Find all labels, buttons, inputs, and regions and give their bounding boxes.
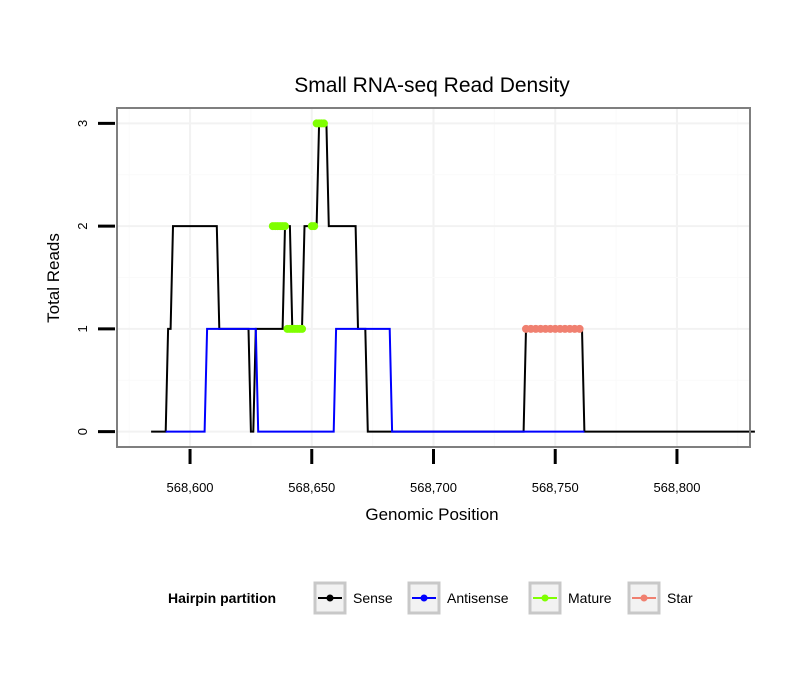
data-point-mature — [280, 222, 289, 231]
legend-key-point-antisense — [420, 594, 428, 602]
legend-label-mature: Mature — [568, 590, 612, 606]
x-tick-label: 568,750 — [532, 480, 579, 495]
legend-key-point-sense — [326, 594, 334, 602]
series-layer — [151, 119, 755, 433]
y-tick-label: 3 — [75, 120, 90, 127]
legend-label-sense: Sense — [353, 590, 393, 606]
legend-key-point-mature — [541, 594, 549, 602]
y-axis: 0 1 2 3 — [75, 120, 115, 435]
y-tick-label: 0 — [75, 428, 90, 435]
series-line-antisense — [165, 327, 585, 433]
x-axis-title: Genomic Position — [365, 505, 498, 524]
data-point-mature — [319, 119, 328, 128]
data-point-mature — [310, 222, 319, 231]
legend-label-antisense: Antisense — [447, 590, 509, 606]
y-tick-label: 1 — [75, 325, 90, 332]
x-tick-label: 568,600 — [167, 480, 214, 495]
y-axis-title: Total Reads — [44, 233, 63, 323]
legend-item-mature: Mature — [528, 581, 612, 615]
data-point-star — [575, 324, 584, 333]
legend-label-star: Star — [667, 590, 693, 606]
legend-item-antisense: Antisense — [407, 581, 509, 615]
y-tick-label: 2 — [75, 223, 90, 230]
legend-item-star: Star — [627, 581, 693, 615]
legend-title: Hairpin partition — [168, 590, 276, 606]
series-mature — [268, 119, 328, 333]
x-tick-label: 568,700 — [410, 480, 457, 495]
x-tick-label: 568,800 — [653, 480, 700, 495]
legend: Hairpin partition Sense Antisense Mature St… — [168, 581, 693, 615]
data-point-mature — [298, 324, 307, 333]
chart-title: Small RNA-seq Read Density — [294, 74, 570, 97]
plot-border — [116, 107, 751, 448]
x-tick-label: 568,650 — [288, 480, 335, 495]
legend-item-sense: Sense — [313, 581, 393, 615]
x-axis: 568,600 568,650 568,700 568,750 568,800 — [167, 449, 700, 495]
series-star — [522, 324, 584, 333]
legend-key-point-star — [640, 594, 648, 602]
